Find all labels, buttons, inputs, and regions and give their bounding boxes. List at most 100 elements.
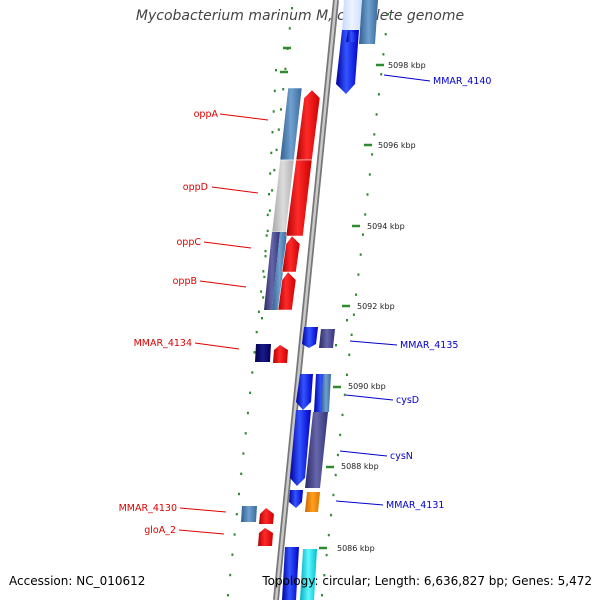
track-dot	[263, 275, 266, 279]
gene-cysD[interactable]	[296, 374, 331, 412]
gene-red-track-3[interactable]	[281, 235, 301, 273]
track-dot	[368, 173, 371, 176]
gene-top-pale[interactable]	[342, 0, 378, 44]
tick-5094: 5094 kbp	[352, 222, 405, 231]
track-dot	[346, 373, 348, 376]
topology-label: Topology: circular; Length: 6,636,827 bp…	[262, 574, 592, 588]
track-dot	[244, 432, 247, 435]
track-dot	[277, 128, 280, 131]
track-dot	[288, 27, 291, 30]
svg-text:5090 kbp: 5090 kbp	[348, 382, 386, 391]
track-dot	[249, 391, 252, 394]
label-cysD[interactable]: cysD	[345, 394, 419, 406]
label-oppA[interactable]: oppA	[194, 109, 269, 121]
svg-text:MMAR_4140: MMAR_4140	[433, 76, 491, 87]
track-dot	[240, 472, 243, 475]
track-dot	[266, 213, 269, 217]
gene-MMAR_4130[interactable]	[241, 506, 257, 522]
label-oppC[interactable]: oppC	[176, 237, 252, 249]
track-dot	[332, 493, 335, 497]
track-dot	[229, 573, 232, 577]
track-dot	[275, 148, 278, 152]
track-dot	[335, 344, 337, 347]
svg-text:MMAR_4135: MMAR_4135	[400, 340, 458, 351]
label-oppB[interactable]: oppB	[173, 276, 247, 288]
track-dot	[375, 113, 378, 116]
svg-text:MMAR_4134: MMAR_4134	[134, 338, 192, 349]
svg-text:5088 kbp: 5088 kbp	[341, 462, 379, 471]
track-dot	[364, 213, 367, 216]
track-dot	[362, 233, 364, 236]
track-dot	[350, 333, 353, 336]
svg-text:cysD: cysD	[396, 395, 419, 406]
track-dot	[271, 189, 274, 192]
svg-text:5086 kbp: 5086 kbp	[337, 544, 375, 553]
label-MMAR_4134[interactable]: MMAR_4134	[134, 338, 240, 350]
gene-gloA_2[interactable]	[259, 508, 274, 524]
gene-cysN[interactable]	[290, 410, 328, 488]
gene-MMAR_4135-a[interactable]	[302, 327, 318, 348]
track-dot	[270, 151, 273, 155]
track-dot	[366, 193, 369, 196]
gene-oppB[interactable]	[272, 232, 287, 310]
track-dot	[260, 290, 263, 293]
genome-backbone	[273, 0, 339, 600]
gene-red-track-2[interactable]	[285, 159, 313, 237]
label-cysN[interactable]: cysN	[339, 450, 413, 462]
gene-oppC[interactable]	[264, 232, 280, 310]
track-dot	[253, 351, 256, 354]
gene-red-small-3[interactable]	[258, 528, 273, 546]
tick-5088: 5088 kbp	[326, 462, 379, 471]
track-dot	[334, 473, 337, 477]
track-dot	[382, 53, 385, 56]
track-dot	[233, 533, 236, 536]
label-oppD[interactable]: oppD	[183, 182, 259, 194]
svg-text:oppA: oppA	[194, 109, 219, 120]
track-dot	[273, 89, 276, 93]
gene-blue-top-small[interactable]	[346, 30, 358, 42]
gene-MMAR_4134[interactable]	[255, 344, 271, 362]
gene-MMAR_4135[interactable]	[319, 329, 335, 348]
track-dot	[238, 492, 240, 496]
right-gene-labels: MMAR_4140 MMAR_4135 cysD cysN MMAR_4131	[335, 74, 491, 511]
track-dot	[231, 553, 234, 556]
gene-MMAR_4140[interactable]	[336, 30, 359, 94]
label-MMAR_4131[interactable]: MMAR_4131	[335, 500, 444, 511]
track-dot	[273, 168, 276, 172]
label-MMAR_4130[interactable]: MMAR_4130	[119, 503, 227, 514]
track-dot	[269, 172, 272, 175]
track-dot	[272, 110, 275, 113]
gene-bottom-pair[interactable]	[282, 547, 317, 600]
track-dot	[321, 594, 323, 597]
inner-right-dotted-track	[335, 319, 348, 347]
track-dot	[257, 310, 260, 313]
left-dotted-track	[227, 7, 293, 597]
svg-text:5096 kbp: 5096 kbp	[378, 141, 416, 150]
track-dot	[282, 88, 285, 91]
track-dot	[336, 453, 339, 457]
track-dot	[265, 234, 268, 237]
track-dot	[264, 255, 267, 258]
map-title: Mycobacterium marinum M, complete genome	[135, 8, 465, 24]
gene-red-track-4[interactable]	[277, 271, 297, 311]
label-MMAR_4135[interactable]: MMAR_4135	[349, 340, 458, 351]
track-dot	[371, 153, 374, 156]
tick-5092: 5092 kbp	[342, 302, 395, 311]
svg-text:5098 kbp: 5098 kbp	[388, 61, 426, 70]
track-dot	[261, 317, 263, 320]
gene-MMAR_4131[interactable]	[289, 490, 320, 512]
track-dot	[271, 131, 274, 134]
track-dots	[227, 7, 389, 597]
label-gloA_2[interactable]: gloA_2	[144, 525, 225, 536]
gene-red-small-1[interactable]	[273, 345, 288, 363]
track-dot	[387, 13, 389, 16]
label-MMAR_4140[interactable]: MMAR_4140	[383, 74, 491, 87]
track-dot	[262, 270, 265, 273]
track-dot	[251, 371, 254, 374]
track-dot	[355, 293, 358, 296]
track-dot	[377, 93, 380, 96]
svg-text:5092 kbp: 5092 kbp	[357, 302, 395, 311]
svg-text:oppB: oppB	[173, 276, 197, 287]
accession-label: Accession: NC_010612	[9, 574, 146, 588]
